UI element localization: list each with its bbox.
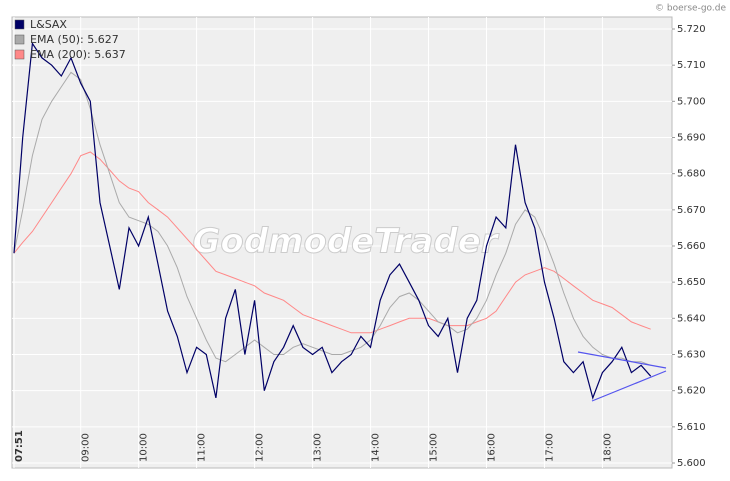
axes: 5.600 5.610 5.620 5.630 5.640 5.650 5.660 5.670… bbox=[14, 24, 706, 469]
legend-swatch bbox=[14, 49, 25, 60]
y-tick-label: 5.670 bbox=[677, 205, 706, 216]
legend-swatch bbox=[14, 34, 25, 45]
legend-label: EMA (50): 5.627 bbox=[30, 33, 119, 46]
copyright: © boerse-go.de bbox=[655, 4, 726, 14]
y-tick-label: 5.680 bbox=[677, 169, 706, 180]
legend-swatch bbox=[14, 19, 25, 30]
y-tick-label: 5.710 bbox=[677, 60, 706, 71]
x-tick-label: 14:00 bbox=[371, 433, 382, 462]
trend-line bbox=[591, 370, 667, 402]
y-tick-label: 5.630 bbox=[677, 350, 706, 361]
x-tick-label: 11:00 bbox=[197, 433, 208, 462]
x-tick-label: 10:00 bbox=[139, 433, 150, 462]
watermark: GodmodeTrader bbox=[192, 222, 499, 262]
x-tick-label: 16:00 bbox=[486, 433, 497, 462]
y-tick-label: 5.700 bbox=[677, 96, 706, 107]
y-tick-label: 5.650 bbox=[677, 277, 706, 288]
grid bbox=[12, 17, 672, 468]
y-tick-label: 5.690 bbox=[677, 133, 706, 144]
legend-label: L&SAX bbox=[30, 18, 67, 31]
legend: L&SAX EMA (50): 5.627 EMA (200): 5.637 bbox=[14, 18, 126, 61]
y-tick-label: 5.720 bbox=[677, 24, 706, 35]
series-line bbox=[13, 41, 652, 400]
plot-area bbox=[11, 16, 673, 469]
series-line bbox=[13, 71, 651, 366]
series-line bbox=[13, 151, 651, 334]
x-tick-label: 18:00 bbox=[602, 433, 613, 462]
y-tick-label: 5.610 bbox=[677, 422, 706, 433]
y-tick-label: 5.640 bbox=[677, 313, 706, 324]
x-tick-label: 15:00 bbox=[429, 433, 440, 462]
y-tick-label: 5.660 bbox=[677, 241, 706, 252]
x-tick-label: 13:00 bbox=[313, 433, 324, 462]
legend-label: EMA (200): 5.637 bbox=[30, 48, 126, 61]
x-tick-label: 12:00 bbox=[255, 433, 266, 462]
x-tick-label: 07:51 bbox=[14, 430, 25, 462]
x-tick-label: 09:00 bbox=[81, 433, 92, 462]
y-tick-label: 5.600 bbox=[677, 458, 706, 469]
lines bbox=[13, 41, 652, 400]
y-tick-label: 5.620 bbox=[677, 386, 706, 397]
x-tick-label: 17:00 bbox=[544, 433, 555, 462]
trend-line bbox=[577, 351, 667, 369]
